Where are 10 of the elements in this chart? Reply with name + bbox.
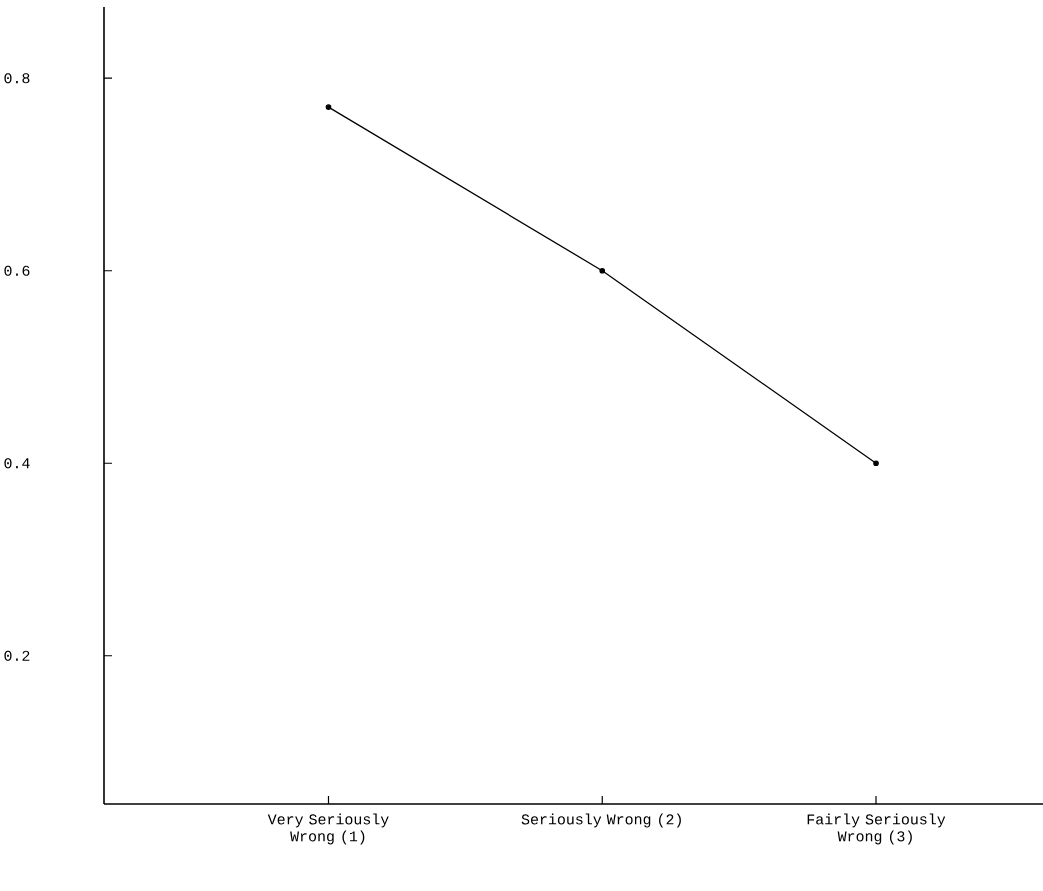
point xyxy=(873,460,879,467)
y-tick-label: 0.8 xyxy=(4,73,30,84)
x-tick-label: Fairly Seriously Wrong (3) xyxy=(807,813,946,845)
point xyxy=(325,104,332,110)
y-tick-label: 0.6 xyxy=(4,265,30,276)
x-tick-label: Very Seriously Wrong (1) xyxy=(267,813,389,845)
y-tick-label: 0.2 xyxy=(4,650,30,661)
y-tick-label: 0.4 xyxy=(4,458,30,469)
point xyxy=(599,267,606,274)
x-tick-label: Seriously Wrong (2) xyxy=(521,813,681,828)
